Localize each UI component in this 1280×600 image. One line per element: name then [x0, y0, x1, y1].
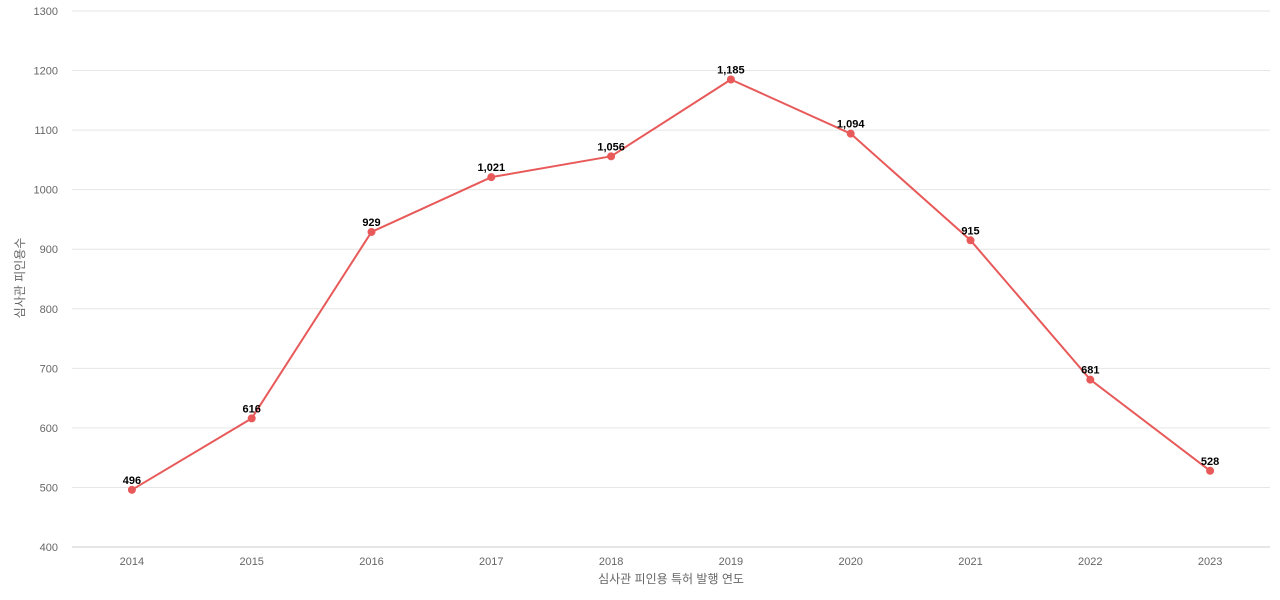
y-axis-ticks: 400 500 600 700 800 900 1000 1100 1200 1300: [34, 6, 58, 554]
x-tick-label: 2017: [479, 556, 503, 568]
y-tick-label: 1000: [34, 185, 58, 197]
data-label: 1,185: [717, 64, 745, 76]
data-label: 1,021: [478, 162, 506, 174]
data-point[interactable]: [966, 236, 975, 245]
data-label: 496: [123, 475, 141, 487]
y-tick-label: 1100: [34, 125, 58, 137]
x-tick-label: 2018: [599, 556, 623, 568]
x-axis-ticks: 2014 2015 2016 2017 2018 2019 2020 2021 2022 2023: [120, 556, 1223, 568]
data-point[interactable]: [846, 129, 855, 138]
y-tick-label: 800: [40, 304, 58, 316]
x-tick-label: 2022: [1078, 556, 1102, 568]
x-tick-label: 2020: [838, 556, 862, 568]
x-tick-label: 2015: [239, 556, 263, 568]
x-tick-label: 2021: [958, 556, 982, 568]
series-group: [127, 75, 1215, 494]
data-label: 681: [1081, 365, 1099, 377]
y-tick-label: 500: [40, 482, 58, 494]
data-point[interactable]: [487, 173, 496, 182]
data-labels: 496 616 929 1,021 1,056 1,185 1,094 915 681 528: [123, 64, 1220, 486]
data-label: 528: [1201, 456, 1219, 468]
y-tick-label: 1300: [34, 6, 58, 18]
data-label: 616: [243, 403, 261, 415]
series-line: [131, 78, 1211, 491]
x-tick-label: 2023: [1198, 556, 1222, 568]
x-tick-label: 2014: [120, 556, 144, 568]
y-tick-label: 900: [40, 244, 58, 256]
y-tick-label: 1200: [34, 66, 58, 78]
y-axis-title: 심사관 피인용수: [13, 238, 27, 319]
y-tick-label: 600: [40, 423, 58, 435]
data-point[interactable]: [1086, 375, 1095, 384]
y-tick-label: 700: [40, 363, 58, 375]
data-point[interactable]: [726, 75, 735, 84]
grid-lines: [72, 10, 1270, 548]
x-tick-label: 2019: [719, 556, 743, 568]
data-point[interactable]: [247, 414, 256, 423]
data-label: 915: [961, 225, 979, 237]
data-point[interactable]: [607, 152, 616, 161]
x-axis-title: 심사관 피인용 특허 발행 연도: [598, 571, 744, 586]
data-point[interactable]: [1206, 466, 1215, 475]
x-tick-label: 2016: [359, 556, 383, 568]
data-label: 1,056: [597, 141, 625, 153]
data-point[interactable]: [127, 485, 136, 494]
y-tick-label: 400: [40, 542, 58, 554]
data-label: 1,094: [837, 119, 865, 131]
data-label: 929: [362, 217, 380, 229]
data-point[interactable]: [367, 227, 376, 236]
